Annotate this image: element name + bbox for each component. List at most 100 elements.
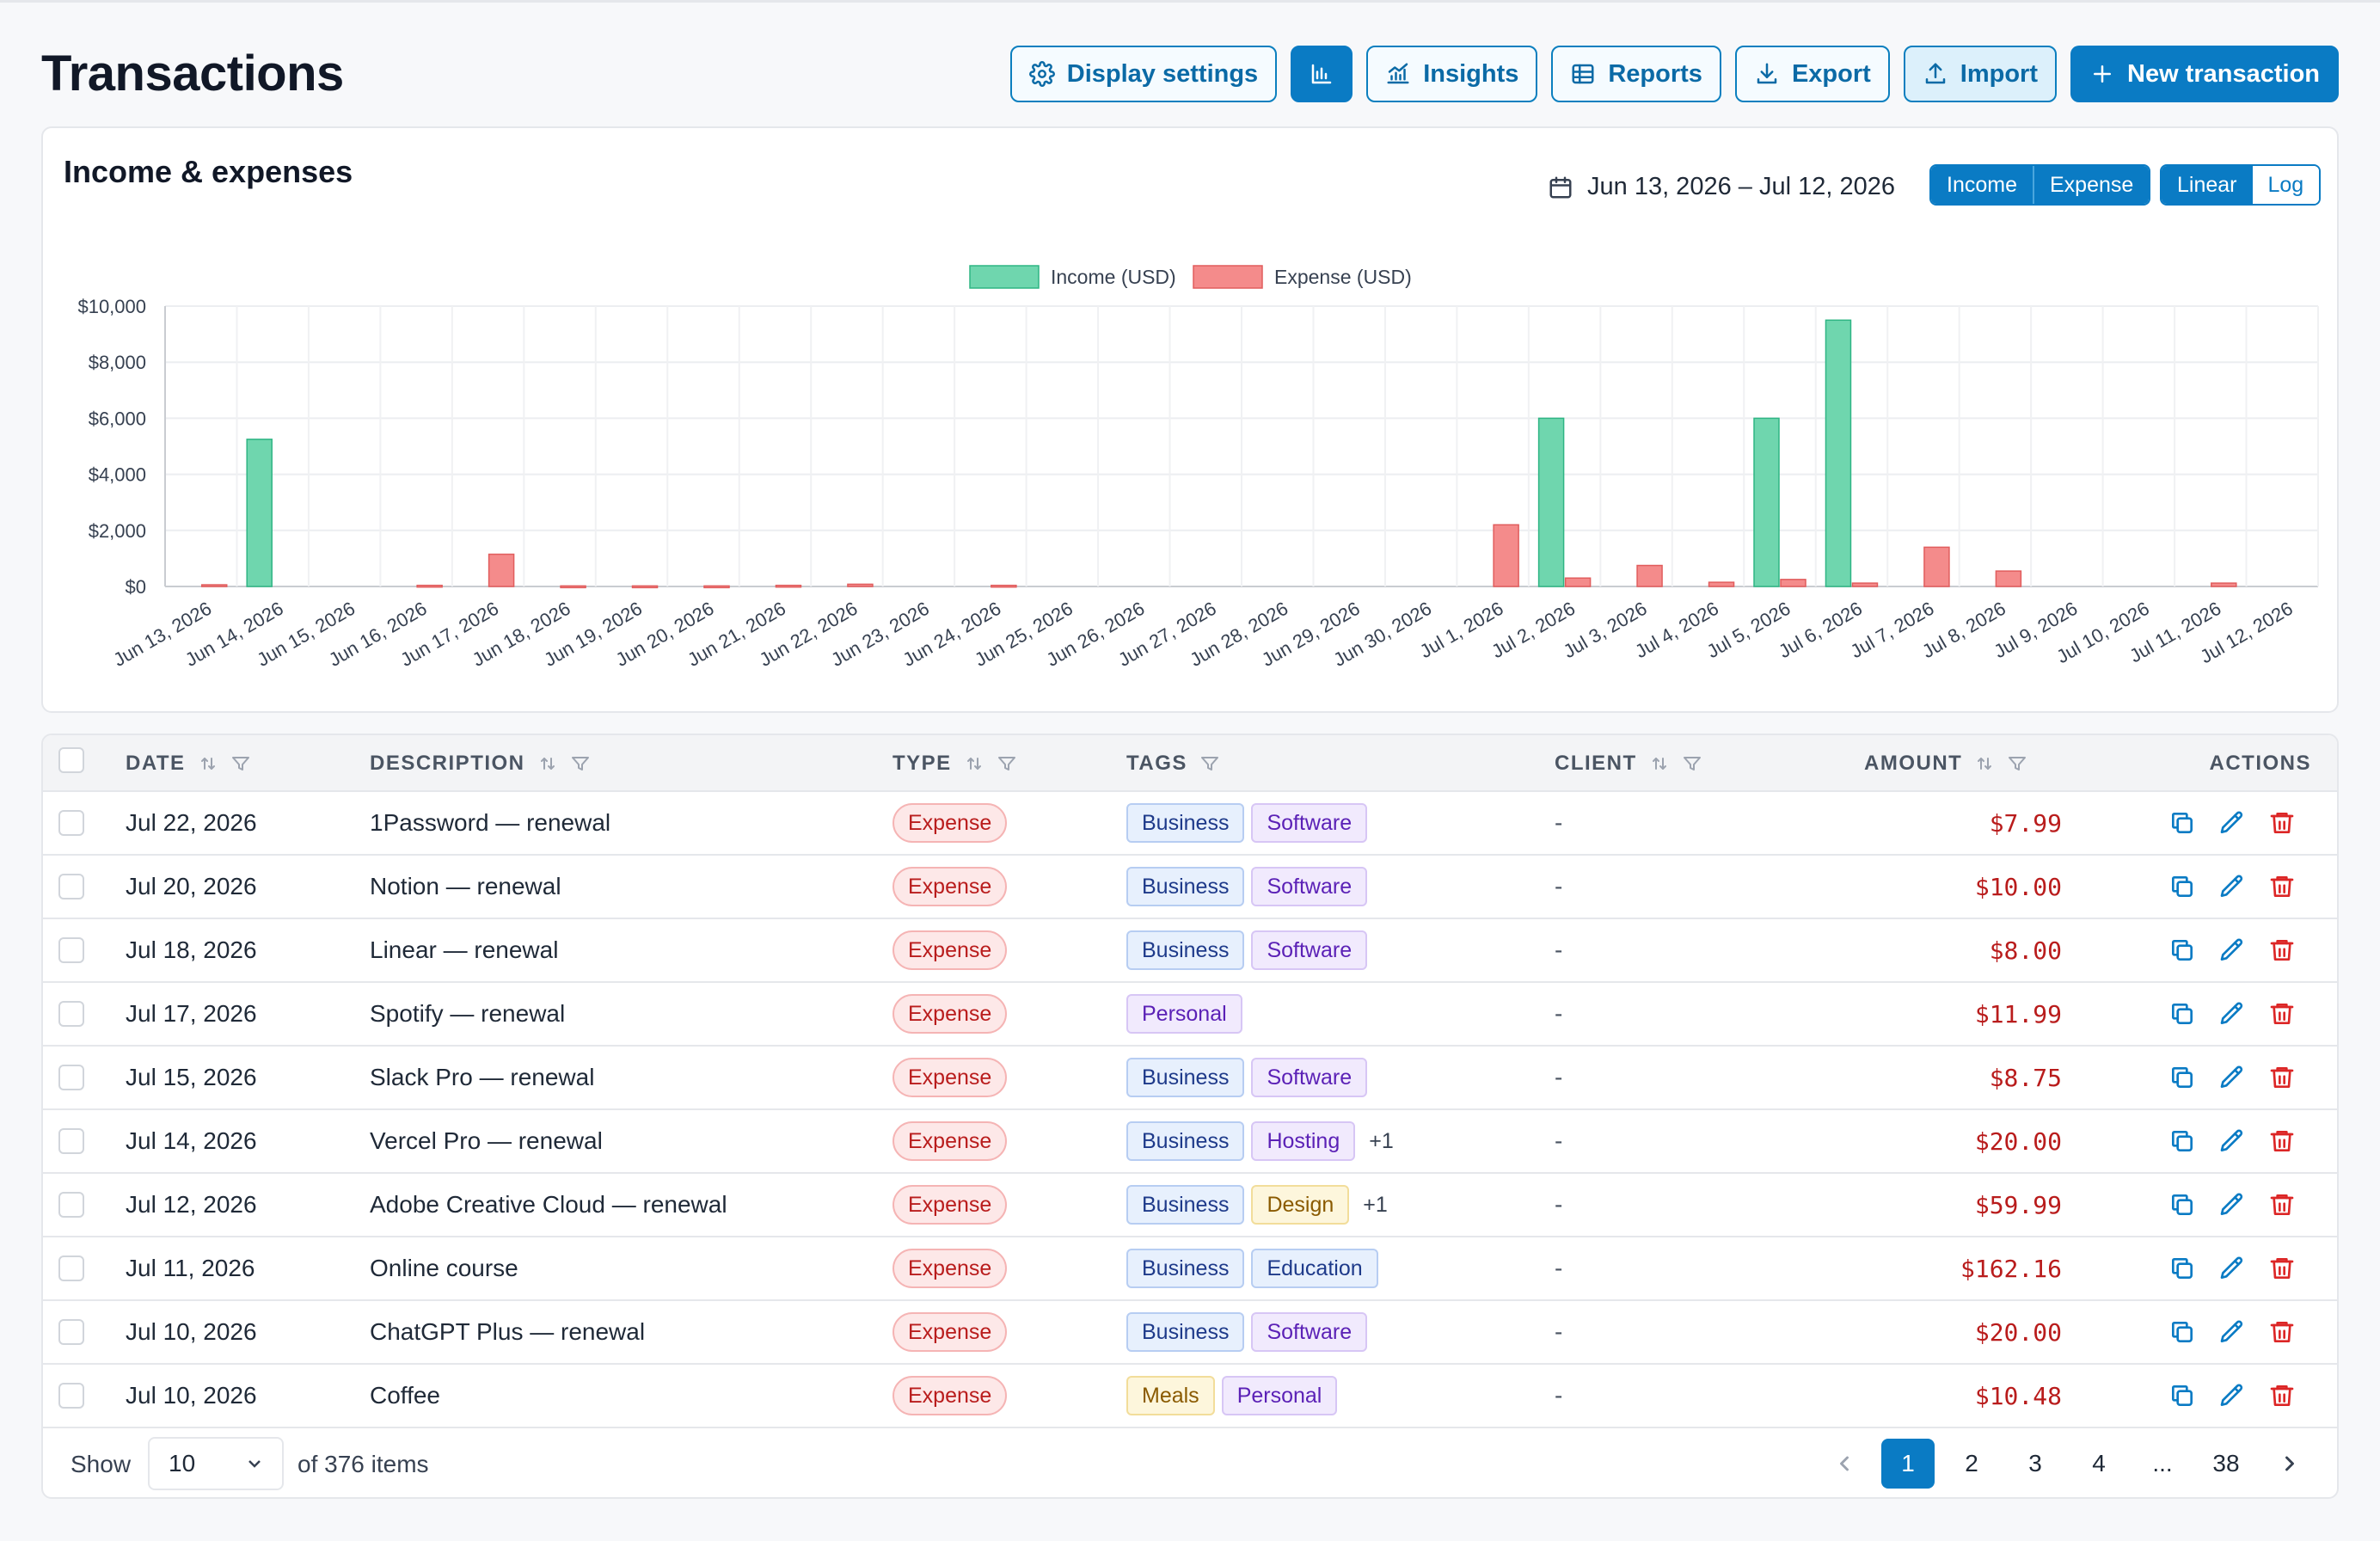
row-actions	[2168, 1110, 2296, 1172]
column-client[interactable]: CLIENT	[1555, 735, 1702, 792]
page-button-38[interactable]: 38	[2212, 1450, 2240, 1477]
filter-icon[interactable]	[997, 753, 1017, 774]
edit-icon[interactable]	[2218, 1000, 2246, 1028]
more-tags-count[interactable]: +1	[1363, 1192, 1388, 1217]
row-checkbox[interactable]	[58, 874, 84, 899]
copy-icon[interactable]	[2168, 1127, 2196, 1155]
tag-design: Design	[1251, 1185, 1350, 1225]
edit-icon[interactable]	[2218, 936, 2246, 964]
copy-icon[interactable]	[2168, 1255, 2196, 1282]
table-row[interactable]: Jul 12, 2026 Adobe Creative Cloud — rene…	[43, 1174, 2337, 1237]
trash-icon[interactable]	[2268, 1191, 2296, 1219]
row-checkbox[interactable]	[58, 1319, 84, 1345]
display-settings-button[interactable]: Display settings	[1009, 46, 1278, 102]
export-button[interactable]: Export	[1734, 46, 1890, 102]
copy-icon[interactable]	[2168, 873, 2196, 900]
filter-icon[interactable]	[1682, 753, 1702, 774]
select-all-checkbox[interactable]	[58, 747, 84, 773]
copy-icon[interactable]	[2168, 1318, 2196, 1346]
table-row[interactable]: Jul 17, 2026 Spotify — renewal Expense P…	[43, 983, 2337, 1047]
copy-icon[interactable]	[2168, 1191, 2196, 1219]
copy-icon[interactable]	[2168, 1000, 2196, 1028]
row-checkbox[interactable]	[58, 1065, 84, 1090]
filter-icon[interactable]	[2007, 753, 2027, 774]
trash-icon[interactable]	[2268, 1127, 2296, 1155]
copy-icon[interactable]	[2168, 809, 2196, 837]
scale-toggle-linear[interactable]: Linear	[2162, 166, 2253, 204]
trash-icon[interactable]	[2268, 1000, 2296, 1028]
row-checkbox[interactable]	[58, 937, 84, 963]
series-toggle-expense[interactable]: Expense	[2032, 166, 2150, 204]
import-label: Import	[1960, 59, 2038, 88]
new-transaction-button[interactable]: New transaction	[2070, 46, 2339, 102]
trash-icon[interactable]	[2268, 1318, 2296, 1346]
column-tags[interactable]: TAGS	[1126, 735, 1220, 792]
edit-icon[interactable]	[2218, 1318, 2246, 1346]
table-row[interactable]: Jul 10, 2026 ChatGPT Plus — renewal Expe…	[43, 1301, 2337, 1365]
page-ellipsis: ...	[2152, 1450, 2173, 1477]
trash-icon[interactable]	[2268, 873, 2296, 900]
row-actions	[2168, 1047, 2296, 1108]
sort-icon[interactable]	[964, 753, 985, 774]
filter-icon[interactable]	[1199, 753, 1220, 774]
page-button-2[interactable]: 2	[1965, 1450, 1978, 1477]
trash-icon[interactable]	[2268, 1255, 2296, 1282]
edit-icon[interactable]	[2218, 1191, 2246, 1219]
import-button[interactable]: Import	[1903, 46, 2057, 102]
copy-icon[interactable]	[2168, 1064, 2196, 1091]
table-row[interactable]: Jul 14, 2026 Vercel Pro — renewal Expens…	[43, 1110, 2337, 1174]
copy-icon[interactable]	[2168, 1382, 2196, 1409]
edit-icon[interactable]	[2218, 1382, 2246, 1409]
row-checkbox[interactable]	[58, 1383, 84, 1409]
insights-button[interactable]: Insights	[1366, 46, 1538, 102]
page-size-select[interactable]: 10	[148, 1437, 284, 1490]
row-date: Jul 18, 2026	[126, 936, 257, 963]
column-type[interactable]: TYPE	[892, 735, 1017, 792]
series-toggle-income[interactable]: Income	[1931, 166, 2033, 204]
edit-icon[interactable]	[2218, 1064, 2246, 1091]
filter-icon[interactable]	[570, 753, 591, 774]
next-page-button[interactable]	[2263, 1439, 2316, 1489]
row-checkbox[interactable]	[58, 810, 84, 836]
page-button-3[interactable]: 3	[2028, 1450, 2042, 1477]
trash-icon[interactable]	[2268, 936, 2296, 964]
trash-icon[interactable]	[2268, 809, 2296, 837]
column-amount[interactable]: AMOUNT	[1864, 735, 2027, 792]
table-row[interactable]: Jul 22, 2026 1Password — renewal Expense…	[43, 792, 2337, 856]
reports-button[interactable]: Reports	[1551, 46, 1721, 102]
sort-icon[interactable]	[537, 753, 558, 774]
legend-label: Expense (USD)	[1274, 266, 1412, 288]
trash-icon[interactable]	[2268, 1382, 2296, 1409]
scale-toggle-log[interactable]: Log	[2252, 166, 2320, 204]
row-checkbox[interactable]	[58, 1001, 84, 1027]
previous-page-button[interactable]	[1818, 1439, 1871, 1489]
sort-icon[interactable]	[1649, 753, 1670, 774]
row-checkbox[interactable]	[58, 1256, 84, 1281]
table-row[interactable]: Jul 11, 2026 Online course Expense Busin…	[43, 1237, 2337, 1301]
filter-icon[interactable]	[230, 753, 251, 774]
copy-icon[interactable]	[2168, 936, 2196, 964]
y-tick-label: $8,000	[89, 352, 146, 373]
chart-toggle-button[interactable]	[1291, 46, 1353, 102]
sort-icon[interactable]	[198, 753, 218, 774]
column-date[interactable]: DATE	[126, 735, 251, 792]
row-checkbox[interactable]	[58, 1192, 84, 1218]
edit-icon[interactable]	[2218, 1127, 2246, 1155]
column-description[interactable]: DESCRIPTION	[370, 735, 591, 792]
row-checkbox[interactable]	[58, 1128, 84, 1154]
column-client-label: CLIENT	[1555, 752, 1637, 775]
page-button-1[interactable]: 1	[1881, 1439, 1935, 1489]
edit-icon[interactable]	[2218, 1255, 2246, 1282]
table-row[interactable]: Jul 18, 2026 Linear — renewal Expense Bu…	[43, 919, 2337, 983]
date-range-picker[interactable]: Jun 13, 2026 – Jul 12, 2026	[1548, 173, 1895, 201]
sort-icon[interactable]	[1974, 753, 1995, 774]
table-row[interactable]: Jul 10, 2026 Coffee Expense Meals Persona…	[43, 1365, 2337, 1428]
more-tags-count[interactable]: +1	[1369, 1128, 1394, 1153]
edit-icon[interactable]	[2218, 809, 2246, 837]
trash-icon[interactable]	[2268, 1064, 2296, 1091]
page-button-4[interactable]: 4	[2092, 1450, 2106, 1477]
new-transaction-label: New transaction	[2127, 59, 2320, 88]
table-row[interactable]: Jul 20, 2026 Notion — renewal Expense Bu…	[43, 856, 2337, 919]
edit-icon[interactable]	[2218, 873, 2246, 900]
table-row[interactable]: Jul 15, 2026 Slack Pro — renewal Expense…	[43, 1047, 2337, 1110]
